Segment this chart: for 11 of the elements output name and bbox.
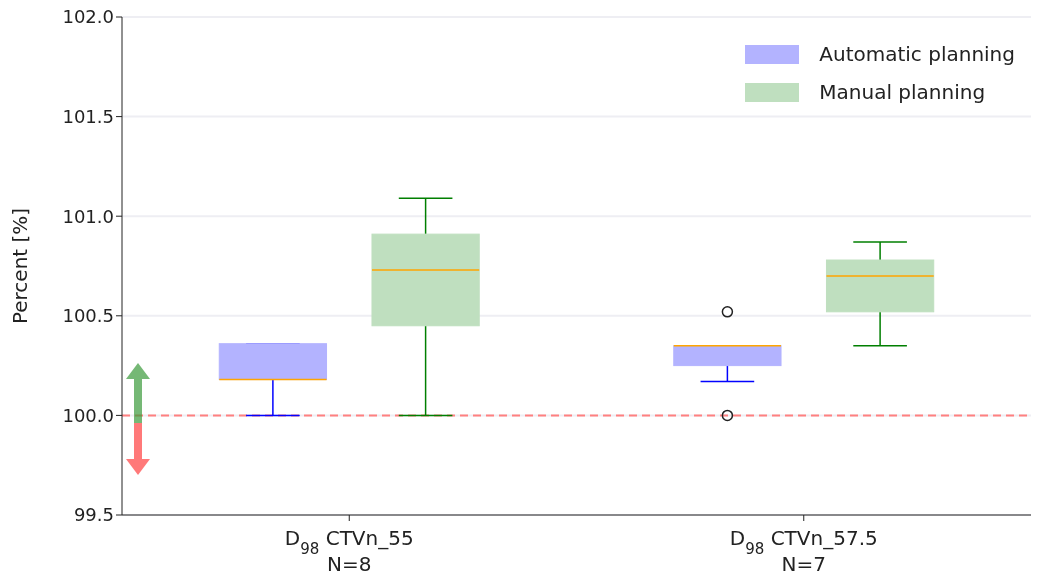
x-tick-label: D$_{98}$ CTVn_55 N=8 [284, 526, 414, 576]
y-tick-label: 99.5 [73, 504, 114, 526]
y-tick-label: 101.5 [62, 105, 114, 127]
legend-label: Automatic planning [819, 42, 1015, 66]
x-tick-label: D$_{98}$ CTVn_57.5 N=7 [729, 526, 878, 576]
y-axis-title: Percent [%] [8, 207, 33, 325]
y-tick-label: 100.5 [62, 305, 114, 327]
y-tick-label: 102.0 [62, 6, 114, 28]
y-tick-label: 100.0 [62, 404, 114, 426]
legend-label: Manual planning [819, 80, 986, 104]
y-tick-label: 101.0 [62, 205, 114, 227]
